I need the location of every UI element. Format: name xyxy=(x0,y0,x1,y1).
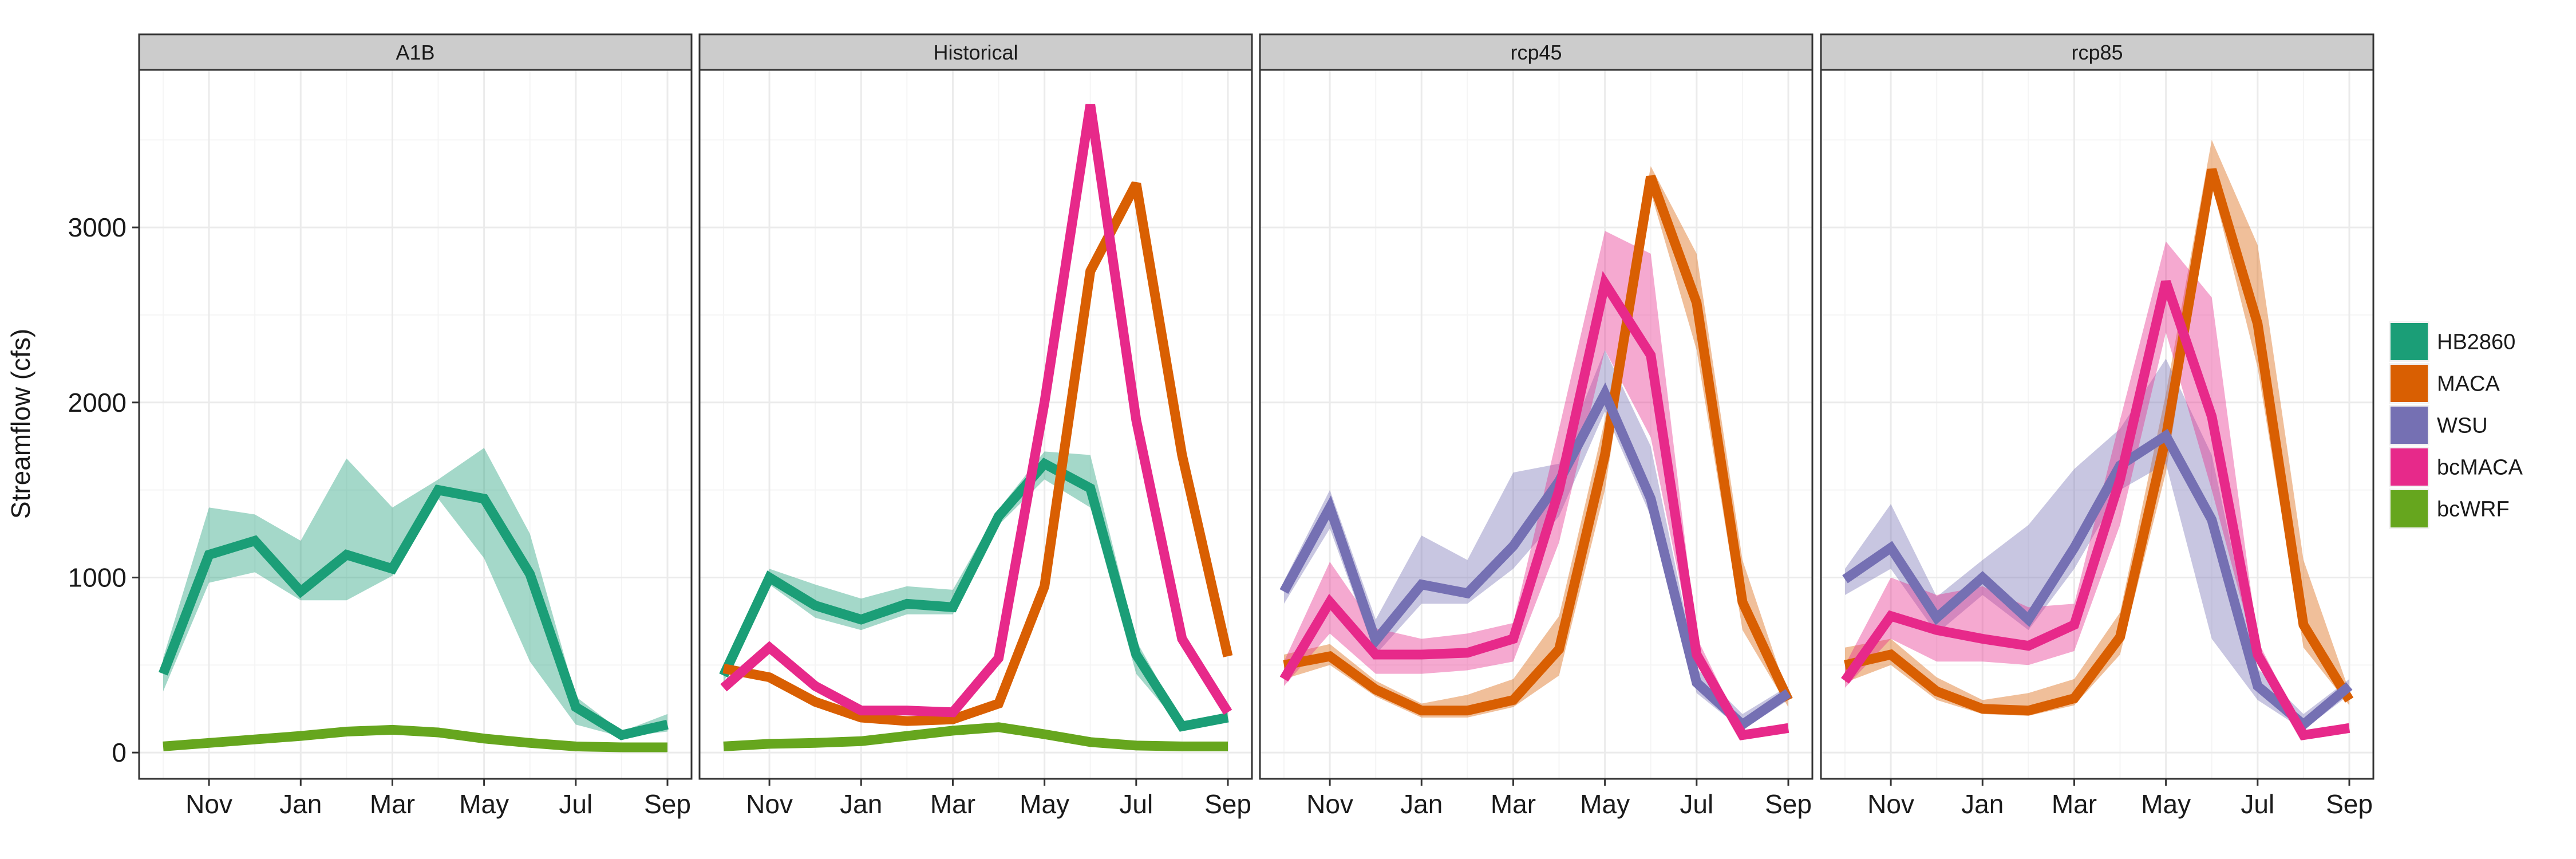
panel-background xyxy=(1260,70,1812,779)
x-tick-label: Mar xyxy=(930,789,975,819)
x-tick-label: Sep xyxy=(2326,789,2373,819)
x-tick-label: Jul xyxy=(2241,789,2274,819)
strip-background xyxy=(1259,33,1814,71)
x-tick-label: Mar xyxy=(370,789,415,819)
strip-background xyxy=(1820,33,2374,71)
panel-rcp45: rcp45 Nov Jan Mar May Jul Sep xyxy=(1259,33,1814,819)
strip-label: rcp45 xyxy=(1510,41,1562,64)
x-tick-label: Nov xyxy=(746,789,793,819)
y-tick-label: 2000 xyxy=(68,388,127,417)
x-tick-label: May xyxy=(2141,789,2191,819)
y-tick-label: 3000 xyxy=(68,212,127,242)
panel-historical: Historical Nov Jan Mar May Jul Sep xyxy=(698,33,1253,819)
x-tick-label: Sep xyxy=(644,789,691,819)
strip-label: A1B xyxy=(396,41,434,64)
x-tick-label: Jul xyxy=(559,789,592,819)
legend-swatch xyxy=(2391,323,2428,360)
y-tick-label: 0 xyxy=(112,738,127,767)
legend-label: WSU xyxy=(2437,414,2488,438)
y-axis-title: Streamflow (cfs) xyxy=(6,329,35,519)
legend-label: HB2860 xyxy=(2437,330,2515,354)
x-tick-label: Jan xyxy=(1400,789,1443,819)
ribbon-hb2860 xyxy=(163,448,667,737)
strip-label: Historical xyxy=(933,41,1018,64)
x-tick-label: Mar xyxy=(1491,789,1536,819)
series-line-maca xyxy=(722,181,1233,726)
legend-label: bcMACA xyxy=(2437,456,2523,480)
legend-item-hb2860: HB2860 xyxy=(2388,320,2515,363)
ribbon-wsu xyxy=(1284,350,1788,730)
ribbon-wsu xyxy=(1845,358,2349,730)
x-tick-label: May xyxy=(459,789,509,819)
panel-rcp85: rcp85 Nov Jan Mar May Jul Sep xyxy=(1820,33,2374,819)
x-tick-label: Jul xyxy=(1119,789,1153,819)
series-line-bcwrf xyxy=(723,722,1228,751)
strip-label: rcp85 xyxy=(2071,41,2123,64)
panel-a1b: A1B Nov Jan Mar May Jul Sep 0 1000 2000 3000 xyxy=(68,33,693,819)
legend-item-maca: MACA xyxy=(2388,362,2500,405)
legend-item-bcwrf: bcWRF xyxy=(2388,487,2510,530)
series-line-wsu xyxy=(1279,382,1791,731)
legend-swatch xyxy=(2391,407,2428,444)
facet-panels: A1B Nov Jan Mar May Jul Sep 0 1000 2000 3000 Histor… xyxy=(68,33,2374,819)
strip-background xyxy=(698,33,1253,71)
x-tick-label: Nov xyxy=(185,789,232,819)
y-tick-label: 1000 xyxy=(68,562,127,592)
series-line-bcwrf xyxy=(163,724,667,752)
x-tick-label: Nov xyxy=(1867,789,1914,819)
x-tick-label: Jan xyxy=(1961,789,2004,819)
x-tick-label: Sep xyxy=(1204,789,1251,819)
panel-background xyxy=(139,70,692,779)
legend-item-bcmaca: bcMACA xyxy=(2388,446,2523,488)
series-line-maca xyxy=(1844,168,2354,716)
x-tick-label: Jan xyxy=(279,789,322,819)
series-line-hb2860 xyxy=(159,484,669,740)
x-tick-label: Mar xyxy=(2052,789,2097,819)
ribbon-bcmaca xyxy=(1845,241,2349,737)
series-line-hb2860 xyxy=(719,458,1229,732)
legend-swatch xyxy=(2391,490,2428,527)
legend: HB2860 MACA WSU bcMACA bcWRF xyxy=(2388,320,2523,530)
legend-swatch xyxy=(2391,448,2428,486)
series-line-bcmaca xyxy=(720,104,1232,718)
ribbon-bcmaca xyxy=(1284,231,1788,737)
legend-label: bcWRF xyxy=(2437,498,2510,522)
series-line-bcmaca xyxy=(1279,271,1789,740)
panel-background xyxy=(700,70,1252,779)
x-tick-label: Jan xyxy=(840,789,882,819)
strip-background xyxy=(138,33,693,71)
x-tick-label: Jul xyxy=(1680,789,1713,819)
legend-label: MACA xyxy=(2437,372,2500,396)
series-line-bcmaca xyxy=(1841,280,2350,740)
x-tick-label: Sep xyxy=(1765,789,1812,819)
x-tick-label: Nov xyxy=(1306,789,1353,819)
legend-item-wsu: WSU xyxy=(2388,404,2488,447)
legend-swatch xyxy=(2391,365,2428,402)
x-tick-label: May xyxy=(1020,789,1069,819)
series-line-wsu xyxy=(1842,428,2353,731)
series-line-maca xyxy=(1283,175,1793,716)
x-tick-label: May xyxy=(1580,789,1630,819)
